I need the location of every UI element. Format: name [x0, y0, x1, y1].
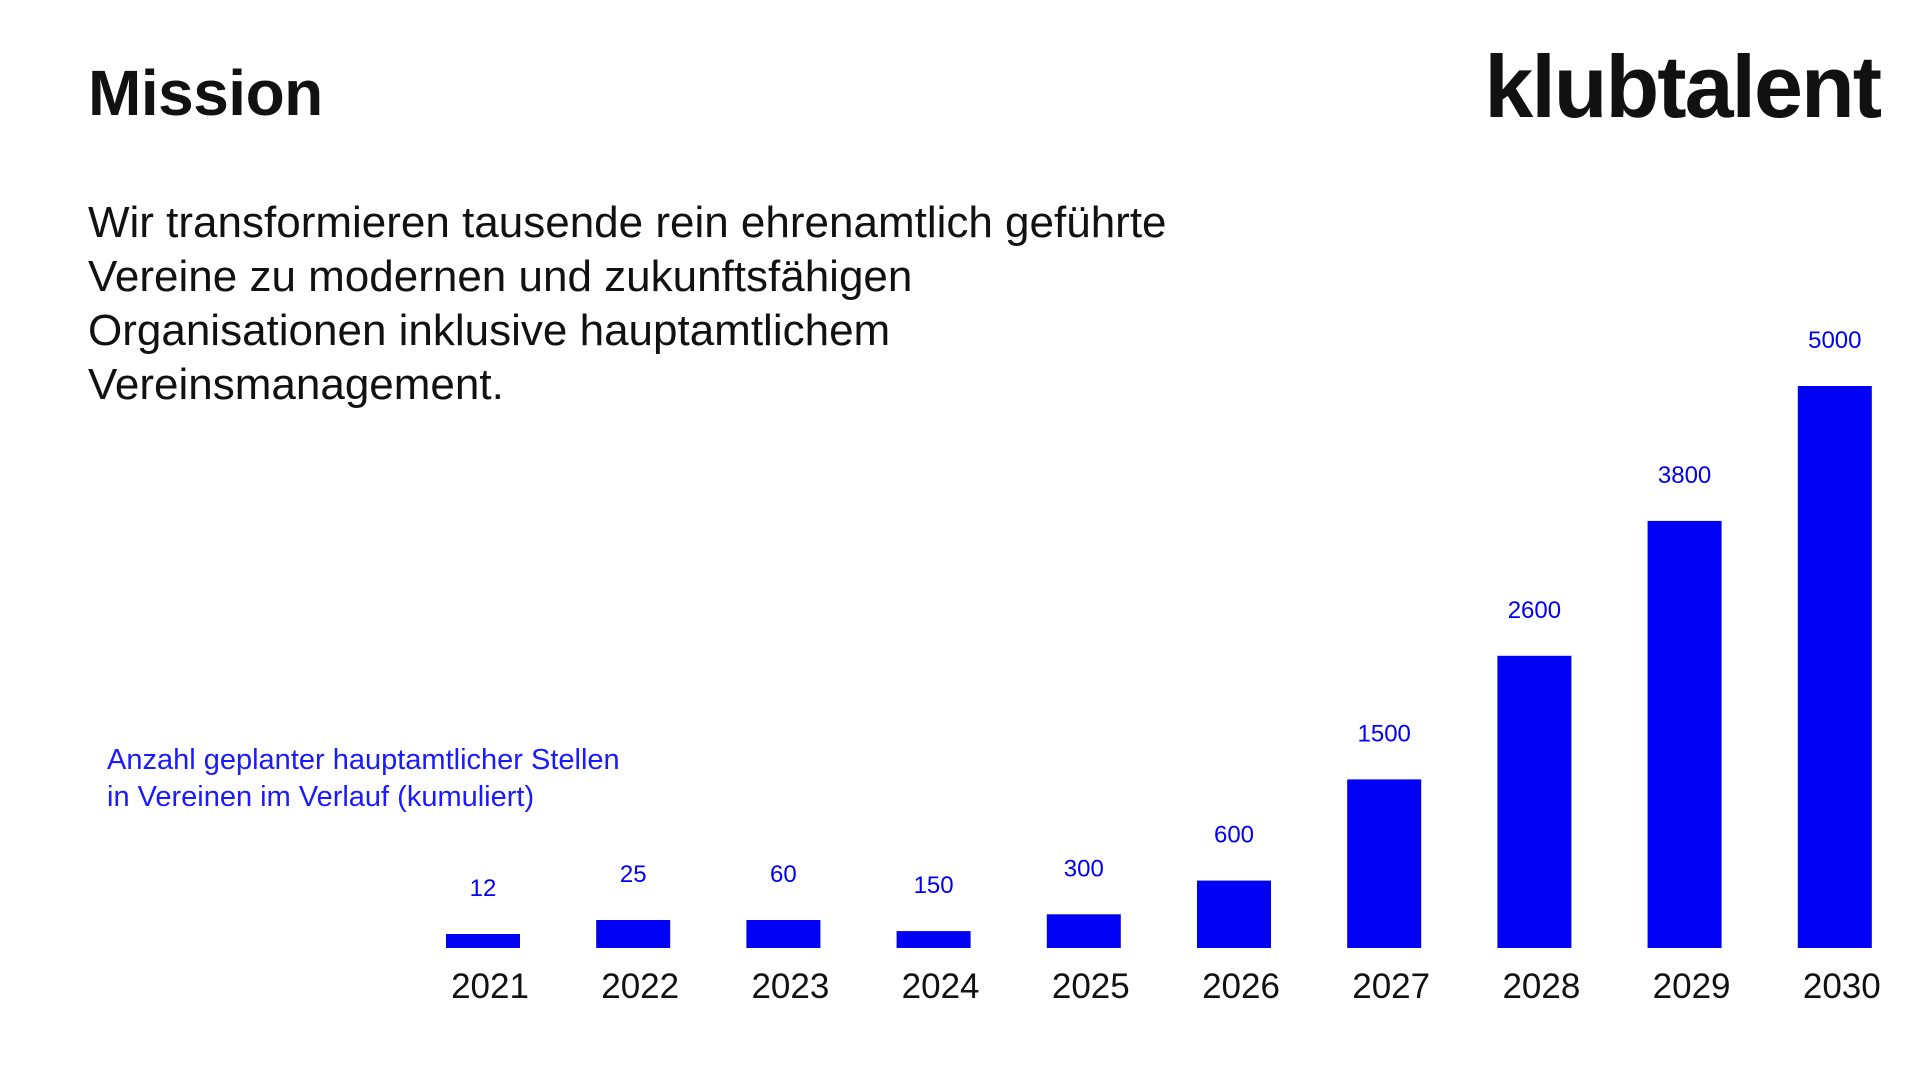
- bar-2029: [1647, 520, 1722, 948]
- bar-2024: [896, 931, 971, 948]
- bar-2026: [1197, 880, 1271, 948]
- x-tick-label-2028: 2028: [1502, 967, 1580, 1006]
- bar-2028: [1497, 655, 1572, 948]
- x-tick-label-2026: 2026: [1202, 967, 1280, 1006]
- x-tick-label-2030: 2030: [1803, 967, 1881, 1006]
- x-tick-label-2024: 2024: [902, 967, 980, 1006]
- brand-logo: klubtalent: [1484, 37, 1882, 136]
- x-tick-label-2023: 2023: [751, 967, 829, 1006]
- bar-2030: [1797, 386, 1872, 948]
- data-label-2030: 5000: [1808, 327, 1861, 354]
- chart-title-line-2: in Vereinen im Verlauf (kumuliert): [107, 781, 535, 813]
- mission-statement: Wir transformieren tausende rein ehrenam…: [88, 198, 1167, 409]
- x-tick-label-2029: 2029: [1653, 967, 1731, 1006]
- bar-2021: [446, 934, 520, 948]
- data-label-2028: 2600: [1508, 597, 1561, 624]
- bar-2027: [1347, 779, 1422, 948]
- x-tick-label-2021: 2021: [451, 967, 529, 1006]
- data-label-2021: 12: [470, 875, 497, 902]
- page-title: Mission: [88, 57, 323, 129]
- data-label-2029: 3800: [1658, 462, 1711, 489]
- data-label-2027: 1500: [1358, 720, 1411, 747]
- x-tick-label-2022: 2022: [601, 967, 679, 1006]
- bar-2025: [1046, 914, 1121, 948]
- x-tick-label-2025: 2025: [1052, 967, 1130, 1006]
- data-label-2025: 300: [1064, 855, 1104, 882]
- data-label-2023: 60: [770, 861, 797, 888]
- x-tick-label-2027: 2027: [1352, 967, 1430, 1006]
- data-label-2022: 25: [620, 861, 647, 888]
- chart-title-line-1: Anzahl geplanter hauptamtlicher Stellen: [107, 744, 620, 776]
- bar-2022: [596, 920, 671, 948]
- data-label-2026: 600: [1214, 822, 1254, 849]
- chart-title: Anzahl geplanter hauptamtlicher Stellen …: [107, 742, 747, 816]
- data-label-2024: 150: [914, 872, 954, 899]
- bar-2023: [746, 920, 821, 948]
